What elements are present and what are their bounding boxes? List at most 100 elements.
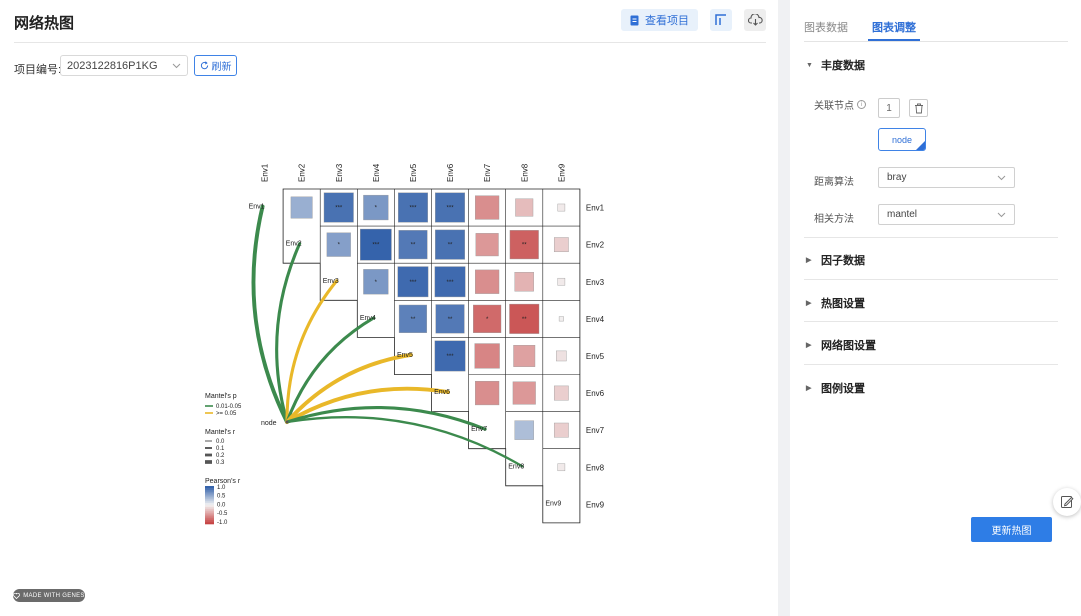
section-heatmap-header[interactable]: ▶ 热图设置 <box>806 295 865 311</box>
heatmap-cell <box>435 192 466 223</box>
chevron-down-icon <box>172 63 181 68</box>
network-link <box>251 204 289 424</box>
node-tag[interactable]: node <box>878 128 926 151</box>
cell-significance-label: *** <box>409 206 417 212</box>
distance-label: 距离算法 <box>814 177 854 188</box>
network-target-label: Env5 <box>397 352 413 359</box>
info-icon[interactable]: i <box>857 100 866 109</box>
pearson-legend-color-step <box>205 516 214 519</box>
row-label: Env7 <box>586 426 605 435</box>
pearson-legend-color-step <box>205 487 214 491</box>
cell-significance-label: ** <box>411 243 416 249</box>
pearson-legend-color-step <box>205 512 214 515</box>
network-target-label: Env4 <box>360 315 376 322</box>
network-link <box>275 242 302 424</box>
section-divider <box>804 237 1058 238</box>
distance-value: bray <box>887 172 907 183</box>
correlation-label: 相关方法 <box>814 214 854 225</box>
column-label: Env6 <box>446 163 455 182</box>
network-target-label: Env6 <box>434 389 450 396</box>
tab-chart-adjust[interactable]: 图表调整 <box>872 22 916 34</box>
chevron-down-icon <box>997 212 1006 217</box>
heatmap-cell <box>509 230 539 260</box>
row-label: Env2 <box>586 241 605 250</box>
correlation-value: mantel <box>887 209 918 220</box>
pearson-legend-color-step <box>205 489 214 492</box>
refresh-icon <box>200 61 208 70</box>
row-label: Env1 <box>586 204 605 213</box>
row-label: Env5 <box>586 352 605 361</box>
node-field-label: 关联节点 i <box>814 97 866 112</box>
caret-down-icon: ▼ <box>806 61 813 69</box>
pearson-legend-color-step <box>205 505 214 508</box>
distance-select[interactable]: bray <box>878 167 1015 188</box>
heatmap-cell <box>326 232 351 257</box>
heatmap-cell <box>557 203 566 212</box>
pearson-legend-color-step <box>205 522 214 525</box>
pearson-legend-tick: 0.5 <box>217 494 226 500</box>
heatmap-cell <box>558 316 564 322</box>
heatmap-cell <box>435 304 465 334</box>
top-actions: 查看项目 <box>621 9 766 31</box>
section-legend-header[interactable]: ▶ 图例设置 <box>806 380 865 396</box>
refresh-label: 刷新 <box>211 62 232 73</box>
cloud-download-icon <box>747 14 763 26</box>
page-title: 网络热图 <box>14 15 75 32</box>
delete-node-button[interactable] <box>909 99 928 117</box>
heatmap-cell <box>435 229 466 260</box>
heatmap-cell <box>290 196 313 219</box>
section-heatmap-title: 热图设置 <box>821 298 865 310</box>
edit-note-icon <box>1061 496 1074 508</box>
heatmap-cell <box>434 266 466 298</box>
project-select[interactable]: 2023122816P1KG <box>60 55 188 76</box>
section-abundance-title: 丰度数据 <box>821 60 865 72</box>
update-heatmap-button[interactable]: 更新热图 <box>971 517 1052 542</box>
section-factor-title: 因子数据 <box>821 255 865 267</box>
network-link <box>285 386 450 424</box>
main-panel: 网络热图 查看项目 项目编号: 2023122816P1KG 刷新 *** * **… <box>0 0 778 616</box>
pearson-legend-color-step <box>205 491 214 494</box>
project-label: 项目编号: <box>14 64 62 76</box>
network-target-label: Env3 <box>323 278 339 285</box>
floating-edit-button[interactable] <box>1053 488 1081 516</box>
pearson-legend-color-step <box>205 486 214 489</box>
pearson-legend-color-step <box>205 506 214 510</box>
heatmap-cell <box>553 237 569 253</box>
row-label: Env9 <box>586 500 605 509</box>
heatmap-cell <box>363 269 389 295</box>
heatmap-cell <box>434 340 466 372</box>
heatmap-cell <box>557 277 566 286</box>
section-factor-header[interactable]: ▶ 因子数据 <box>806 252 865 268</box>
heatmap-cell <box>475 380 500 406</box>
section-network-header[interactable]: ▶ 网络图设置 <box>806 337 876 353</box>
heatmap-cell <box>557 463 566 472</box>
section-abundance-header[interactable]: ▼ 丰度数据 <box>806 57 865 73</box>
fullscreen-icon <box>715 14 726 25</box>
row-label: Env8 <box>586 463 605 472</box>
network-target-label: Env2 <box>286 241 302 248</box>
cell-significance-label: *** <box>447 354 455 360</box>
network-link <box>285 279 339 424</box>
badge-label: MADE WITH GENES <box>23 592 85 599</box>
network-heatmap-chart: *** * *** **** *** ** ** *** *** ***** ** * *****Env… <box>205 163 605 526</box>
tab-chart-data[interactable]: 图表数据 <box>804 22 848 34</box>
pearson-legend-tick: 1.0 <box>217 485 226 491</box>
view-project-button[interactable]: 查看项目 <box>621 9 698 31</box>
fullscreen-button[interactable] <box>710 9 732 31</box>
mantel-p-legend-label: 0.01-0.05 <box>216 404 242 410</box>
node-index-input[interactable]: 1 <box>878 98 900 118</box>
heatmap-cell <box>556 350 567 362</box>
heatmap-cell <box>397 266 429 298</box>
heatmap-cell <box>553 385 569 401</box>
heatmap-cell <box>397 192 428 223</box>
header-divider <box>14 42 766 43</box>
download-button[interactable] <box>744 9 766 31</box>
section-divider <box>804 321 1058 322</box>
cell-significance-label: *** <box>447 280 455 286</box>
refresh-button[interactable]: 刷新 <box>194 55 237 76</box>
mantel-r-legend-label: 0.2 <box>216 453 225 459</box>
heatmap-grid-outline <box>282 188 581 524</box>
correlation-select[interactable]: mantel <box>878 204 1015 225</box>
column-label: Env3 <box>335 163 344 182</box>
cell-significance-label: ** <box>448 243 453 249</box>
